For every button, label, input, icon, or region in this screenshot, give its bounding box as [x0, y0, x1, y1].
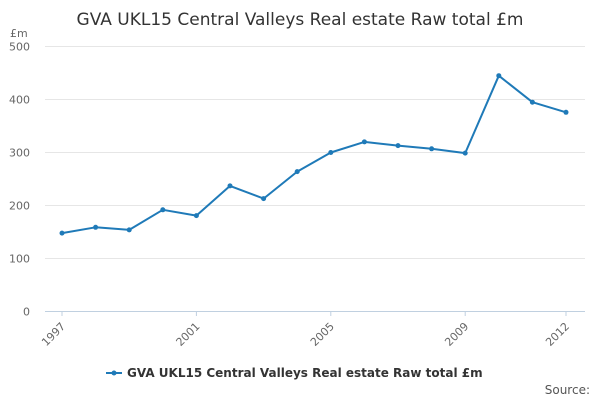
data-point[interactable]: [227, 183, 233, 189]
legend[interactable]: GVA UKL15 Central Valleys Real estate Ra…: [106, 366, 483, 380]
y-tick-label: 0: [23, 306, 30, 319]
legend-label: GVA UKL15 Central Valleys Real estate Ra…: [127, 366, 483, 380]
data-point[interactable]: [59, 230, 65, 236]
data-point[interactable]: [563, 109, 569, 115]
x-tick-label: 2012: [543, 320, 572, 349]
legend-point-marker: [111, 370, 117, 376]
data-point[interactable]: [160, 207, 166, 213]
data-point[interactable]: [261, 196, 267, 202]
x-tick-label: 2005: [308, 320, 337, 349]
data-point[interactable]: [429, 146, 435, 152]
data-point[interactable]: [361, 139, 367, 145]
x-tick-label: 2001: [174, 320, 203, 349]
data-point[interactable]: [529, 99, 535, 105]
data-point[interactable]: [294, 169, 300, 175]
data-point[interactable]: [462, 150, 468, 156]
series-line-group: [59, 73, 569, 236]
y-tick-label: 400: [9, 94, 30, 107]
y-tick-label: 100: [9, 253, 30, 266]
data-point[interactable]: [395, 143, 401, 149]
data-point[interactable]: [328, 150, 334, 155]
gridlines: [45, 46, 585, 259]
x-tick-label: 1997: [39, 320, 68, 349]
y-tick-label: 500: [9, 41, 30, 54]
chart-title: GVA UKL15 Central Valleys Real estate Ra…: [77, 10, 524, 30]
x-tick-label: 2009: [442, 320, 471, 349]
y-axis-unit-label: £m: [10, 27, 28, 40]
data-point[interactable]: [193, 213, 199, 219]
y-tick-label: 200: [9, 200, 30, 213]
source-label: Source:: [545, 383, 590, 397]
x-axis-ticks: 1997 2001 2005 2009 2012: [39, 311, 572, 349]
y-axis-ticks: 0 100 200 300 400 500: [9, 41, 30, 319]
data-point[interactable]: [496, 73, 502, 79]
y-tick-label: 300: [9, 147, 30, 160]
data-point[interactable]: [93, 224, 99, 230]
series-line: [61, 74, 567, 235]
data-point[interactable]: [126, 227, 132, 233]
